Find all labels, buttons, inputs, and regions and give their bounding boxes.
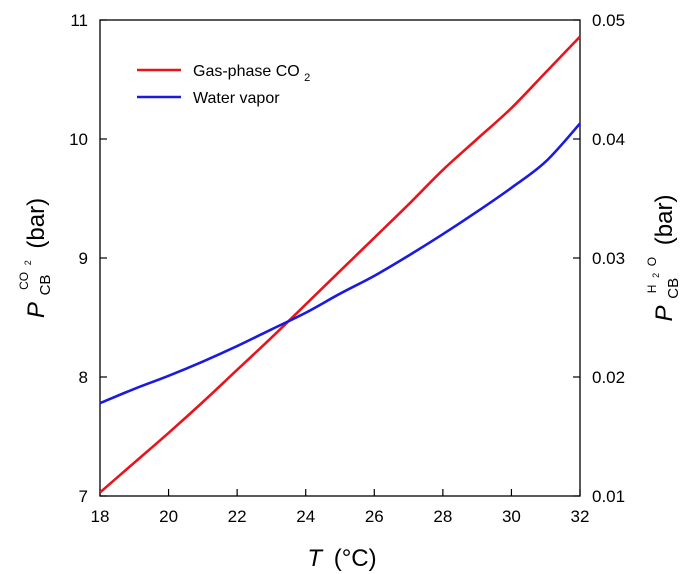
right-y-axis-ticks: 0.01 0.02 0.03 0.04 0.05 xyxy=(573,11,625,506)
x-tick-label: 28 xyxy=(433,507,452,526)
left-y-axis-label: P CB CO 2 (bar) xyxy=(7,198,56,318)
legend-item-water-vapor: Water vapor xyxy=(137,90,280,107)
x-tick-label: 30 xyxy=(502,507,521,526)
x-tick-label: 20 xyxy=(159,507,178,526)
x-axis-symbol: T xyxy=(307,545,324,572)
right-y-tick-label: 0.03 xyxy=(592,249,625,268)
left-y-axis-symbol: P xyxy=(23,302,50,318)
x-tick-label: 26 xyxy=(365,507,384,526)
series-group xyxy=(99,35,581,494)
right-y-axis-superscript: H xyxy=(645,285,659,294)
right-y-axis-unit: (bar) xyxy=(651,195,678,246)
right-y-tick-label: 0.01 xyxy=(592,487,625,506)
series-line-gas-phase-co2 xyxy=(99,35,581,494)
left-y-tick-label: 11 xyxy=(70,11,88,30)
left-y-tick-label: 8 xyxy=(79,368,88,387)
x-tick-label: 18 xyxy=(91,507,110,526)
right-y-tick-label: 0.02 xyxy=(592,368,625,387)
left-y-axis-superscript-sub: 2 xyxy=(23,260,33,265)
right-y-axis-superscript-tail: O xyxy=(645,257,659,266)
x-tick-label: 22 xyxy=(228,507,247,526)
left-y-tick-label: 10 xyxy=(69,130,88,149)
left-y-tick-label: 7 xyxy=(79,487,88,506)
x-axis-ticks: 18 20 22 24 26 28 30 32 xyxy=(91,489,590,526)
left-y-axis-subscript: CB xyxy=(37,275,54,296)
left-y-axis-unit: (bar) xyxy=(23,198,50,249)
x-tick-label: 24 xyxy=(296,507,315,526)
right-y-axis-symbol: P xyxy=(651,305,678,321)
legend: Gas-phase CO 2 Water vapor xyxy=(137,63,310,107)
legend-label-water-vapor: Water vapor xyxy=(193,90,280,107)
legend-label-gas-phase-co2: Gas-phase CO 2 xyxy=(193,63,310,84)
legend-item-gas-phase-co2: Gas-phase CO 2 xyxy=(137,63,310,84)
x-axis-unit: (°C) xyxy=(334,545,377,572)
left-y-axis-ticks: 7 8 9 10 11 xyxy=(69,11,107,506)
series-line-water-vapor xyxy=(99,122,581,405)
right-y-tick-label: 0.04 xyxy=(592,130,625,149)
legend-label-subscript: 2 xyxy=(304,72,310,84)
right-y-tick-label: 0.05 xyxy=(592,11,625,30)
left-y-axis-superscript: CO xyxy=(17,272,31,290)
right-y-axis-subscript: CB xyxy=(665,278,682,299)
x-axis-label: T (°C) xyxy=(307,545,376,572)
right-y-axis-superscript-sub: 2 xyxy=(651,273,661,278)
left-y-tick-label: 9 xyxy=(79,249,88,268)
x-tick-label: 32 xyxy=(571,507,590,526)
legend-label-text: Gas-phase CO xyxy=(193,63,300,80)
plot-frame xyxy=(99,19,581,497)
right-y-axis-label: P CB H 2 O (bar) xyxy=(635,195,684,322)
